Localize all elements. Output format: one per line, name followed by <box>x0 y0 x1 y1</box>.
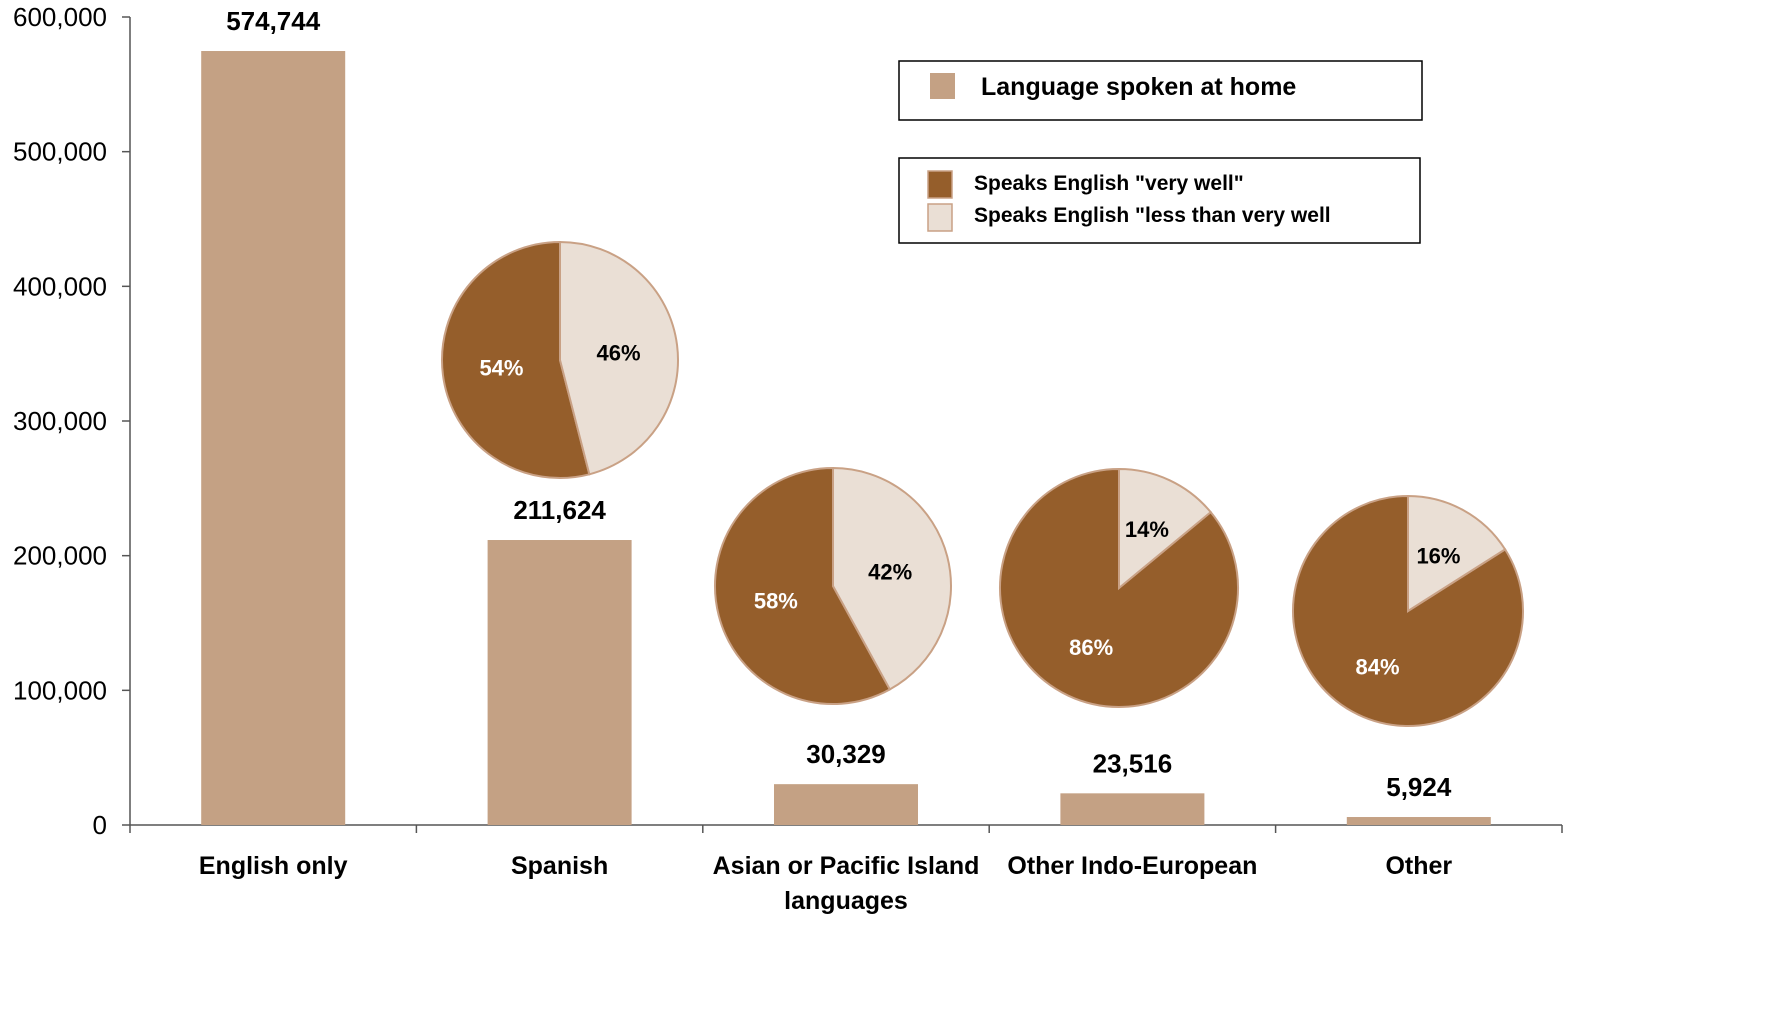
bar <box>487 540 632 825</box>
category-label-line: languages <box>784 887 908 915</box>
legend-label-less-than-very-well: Speaks English "less than very well <box>974 204 1331 227</box>
pie-label-less-than-very-well: 16% <box>1416 544 1460 569</box>
y-tick-label: 400,000 <box>13 271 107 301</box>
category-label: Other <box>1385 852 1452 880</box>
bar-value-label: 574,744 <box>226 6 321 36</box>
pie-label-less-than-very-well: 46% <box>597 341 641 366</box>
category-label-line: Other Indo-European <box>1007 852 1257 880</box>
bar-value-label: 23,516 <box>1093 748 1173 778</box>
legend-label-bar: Language spoken at home <box>981 73 1296 101</box>
y-tick-label: 200,000 <box>13 541 107 571</box>
y-tick-label: 500,000 <box>13 137 107 167</box>
bars: 574,744 English only 211,624 Spanish 30,329 A… <box>199 6 1491 915</box>
pie-slice-less-than-very-well <box>1118 467 1213 591</box>
bar <box>774 784 918 825</box>
legend: Language spoken at home Speaks English "v… <box>898 60 1423 244</box>
pie-label-very-well: 54% <box>479 355 523 380</box>
y-tick-label: 600,000 <box>13 2 107 32</box>
category-label-line: Other <box>1385 852 1452 880</box>
pie-chart: 86% 14% <box>999 467 1239 708</box>
category-label: Asian or Pacific Island languages <box>713 852 980 915</box>
legend-label-very-well: Speaks English "very well" <box>974 172 1244 195</box>
category-label-line: English only <box>199 852 348 880</box>
pie-label-very-well: 86% <box>1069 635 1113 660</box>
y-tick-label: 0 <box>93 810 107 840</box>
legend-swatch-bar <box>930 73 955 99</box>
pie-slice-very-well <box>714 466 892 705</box>
y-tick-label: 100,000 <box>13 675 107 705</box>
pie-label-very-well: 58% <box>754 589 798 614</box>
category-label-line: Asian or Pacific Island <box>713 852 980 880</box>
pie-slice-less-than-very-well <box>559 240 679 476</box>
legend-swatch-less-than-very-well <box>927 203 953 232</box>
axes: 0 100,000 200,000 300,000 400,000 500,000 600,… <box>13 2 1563 840</box>
legend-swatch-very-well <box>927 170 953 199</box>
pie-label-very-well: 84% <box>1356 654 1400 679</box>
pie-slice-less-than-very-well <box>832 466 952 691</box>
category-label: Spanish <box>511 852 608 880</box>
bar-value-label: 30,329 <box>806 739 886 769</box>
pie-label-less-than-very-well: 14% <box>1125 517 1169 542</box>
pie-chart: 54% 46% <box>441 240 679 479</box>
bar <box>1060 793 1205 825</box>
bar <box>1346 817 1491 825</box>
category-label: English only <box>199 852 348 880</box>
bar-value-label: 5,924 <box>1386 772 1452 802</box>
category-label: Other Indo-European <box>1007 852 1257 880</box>
legend-pies: Speaks English "very well" Speaks English… <box>898 157 1421 244</box>
pie-slice-very-well <box>441 240 591 479</box>
legend-box <box>898 157 1421 244</box>
bar <box>201 51 346 825</box>
pie-slice-less-than-very-well <box>1407 494 1507 613</box>
pies: 54% 46% 58% 42% 86% 14% 84% 16% <box>441 240 1524 727</box>
pie-chart: 58% 42% <box>714 466 952 705</box>
bar-value-label: 211,624 <box>513 495 606 525</box>
legend-bars: Language spoken at home <box>898 60 1423 121</box>
category-label-line: Spanish <box>511 852 608 880</box>
y-tick-label: 300,000 <box>13 406 107 436</box>
pie-chart: 84% 16% <box>1292 494 1524 727</box>
pie-label-less-than-very-well: 42% <box>868 559 912 584</box>
legend-box <box>898 60 1423 121</box>
